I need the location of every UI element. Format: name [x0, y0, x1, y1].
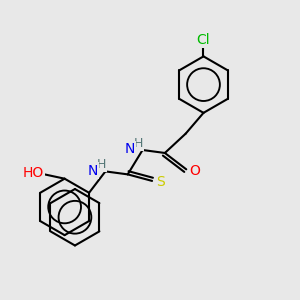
Text: S: S — [157, 175, 165, 188]
Text: Cl: Cl — [197, 33, 210, 47]
Text: O: O — [189, 164, 200, 178]
Text: H: H — [96, 158, 106, 171]
Text: HO: HO — [23, 166, 44, 180]
Text: H: H — [134, 137, 143, 150]
Text: N: N — [125, 142, 135, 156]
Text: N: N — [88, 164, 98, 178]
